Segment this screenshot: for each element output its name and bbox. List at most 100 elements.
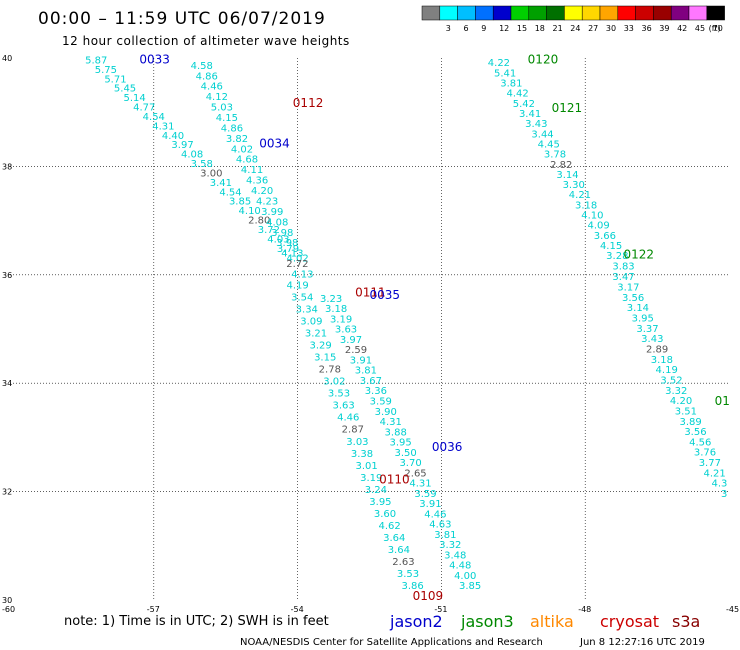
lat-tick-label: 32 (2, 488, 12, 497)
swh-value: 4.86 (196, 71, 218, 82)
legend-swatch (617, 5, 636, 21)
swh-value: 3.34 (296, 304, 318, 315)
swh-value: 3.51 (675, 406, 697, 417)
footer-credit: NOAA/NESDIS Center for Satellite Applica… (240, 637, 543, 648)
legend-unit: (ft) (709, 24, 721, 33)
swh-value: 4.31 (409, 479, 431, 490)
swh-value: 4.86 (221, 123, 243, 134)
swh-value: 3.48 (444, 550, 466, 561)
swh-value: 3.89 (680, 417, 702, 428)
legend-swatch (564, 5, 583, 21)
swh-value: 3.63 (332, 401, 354, 412)
note-text: note: 1) Time is in UTC; 2) SWH is in fe… (64, 614, 329, 629)
swh-value: 3.85 (459, 581, 481, 592)
swh-value: 4.54 (219, 187, 241, 198)
legend-label: 24 (570, 24, 580, 33)
legend-swatch (688, 5, 708, 21)
legend-label: 30 (606, 24, 616, 33)
swh-value: 3.91 (350, 355, 372, 366)
swh-value: 4.12 (206, 92, 228, 103)
swh-value: 3.58 (191, 159, 213, 170)
legend-swatch (510, 5, 530, 21)
swh-value: 3.53 (397, 569, 419, 580)
swh-value: 3.54 (291, 292, 313, 303)
swh-value: 3.09 (300, 316, 322, 327)
swh-value: 3.38 (351, 449, 373, 460)
swh-value: 3.21 (305, 328, 327, 339)
swh-value: 4.21 (703, 468, 725, 479)
swh-value: 3.15 (314, 353, 336, 364)
satellite-name: jason3 (460, 612, 514, 631)
swh-value: 3.95 (390, 438, 412, 449)
swh-value: 4.54 (143, 112, 165, 123)
legend-swatch (492, 5, 512, 21)
swh-value: 4.56 (689, 437, 711, 448)
swh-value: 3.19 (360, 473, 382, 484)
swh-value: 3.83 (612, 261, 634, 272)
swh-value: 4.19 (656, 365, 678, 376)
swh-value: 2.63 (392, 557, 414, 568)
legend-label: 33 (624, 24, 634, 33)
swh-value: 3.66 (594, 231, 616, 242)
pass-label: 01 (715, 394, 730, 408)
swh-value: 3.01 (355, 461, 377, 472)
swh-value: 3.14 (627, 303, 649, 314)
swh-value: 3.81 (355, 366, 377, 377)
page-title: 00:00 – 11:59 UTC 06/07/2019 (38, 9, 326, 29)
swh-value: 5.41 (494, 68, 516, 79)
swh-value: 4.23 (256, 196, 278, 207)
swh-value: 3.56 (684, 427, 706, 438)
swh-value: 3.79 (277, 244, 299, 255)
legend-label: 3 (446, 24, 451, 33)
swh-value: 3.52 (660, 375, 682, 386)
swh-value: 3.18 (325, 304, 347, 315)
swh-value: 4.19 (286, 280, 308, 291)
swh-value: 4.15 (216, 113, 238, 124)
swh-value: 5.42 (513, 99, 535, 110)
lon-tick-label: -48 (578, 605, 591, 614)
swh-value: 4.02 (286, 253, 308, 264)
swh-value: 3.99 (261, 207, 283, 218)
legend-swatch (439, 5, 458, 21)
swh-value: 3.03 (346, 437, 368, 448)
swh-value: 3.18 (575, 200, 597, 211)
swh-value: 3.37 (636, 324, 658, 335)
swh-value: 4.48 (449, 561, 471, 572)
swh-value: 4.40 (162, 131, 184, 142)
swh-value: 3.63 (335, 325, 357, 336)
legend-swatch (599, 5, 619, 21)
legend-label: 42 (677, 24, 687, 33)
legend-swatch (653, 5, 672, 21)
swh-value: 3.64 (388, 545, 410, 556)
swh-value: 4.22 (488, 58, 510, 69)
pass-label: 0034 (259, 136, 290, 150)
legend-label: 27 (588, 24, 598, 33)
swh-value: 2.87 (342, 425, 364, 436)
map-grid (10, 58, 729, 600)
color-legend: 3 6 9 12 15 18 21 24 27 30 33 36 39 42 45 70(ft) (421, 5, 725, 33)
swh-value: 4.62 (378, 521, 400, 532)
swh-value: 4.58 (191, 61, 213, 72)
swh-value: 3.98 (276, 238, 298, 249)
swh-value: 3.76 (694, 448, 716, 459)
legend-label: 36 (642, 24, 652, 33)
satellite-name: s3a (672, 612, 700, 631)
swh-value: 3.85 (229, 197, 251, 208)
legend-swatch (421, 5, 441, 21)
swh-value: 2.59 (345, 345, 367, 356)
legend-swatch (546, 5, 565, 21)
swh-value: 3.23 (320, 294, 342, 305)
footer-timestamp: Jun 8 12:27:16 UTC 2019 (579, 637, 705, 648)
swh-value: 3.32 (439, 540, 461, 551)
swh-value: 3.18 (651, 355, 673, 366)
swh-value: 3.70 (399, 458, 421, 469)
swh-value: 3.64 (383, 533, 405, 544)
swh-value: 3.95 (632, 314, 654, 325)
lon-tick-label: -51 (434, 605, 447, 614)
lon-tick-label: -54 (291, 605, 304, 614)
swh-value: 3.77 (699, 458, 721, 469)
swh-value: 3.50 (394, 448, 416, 459)
legend-label: 6 (464, 24, 469, 33)
pass-label: 0109 (413, 589, 444, 603)
